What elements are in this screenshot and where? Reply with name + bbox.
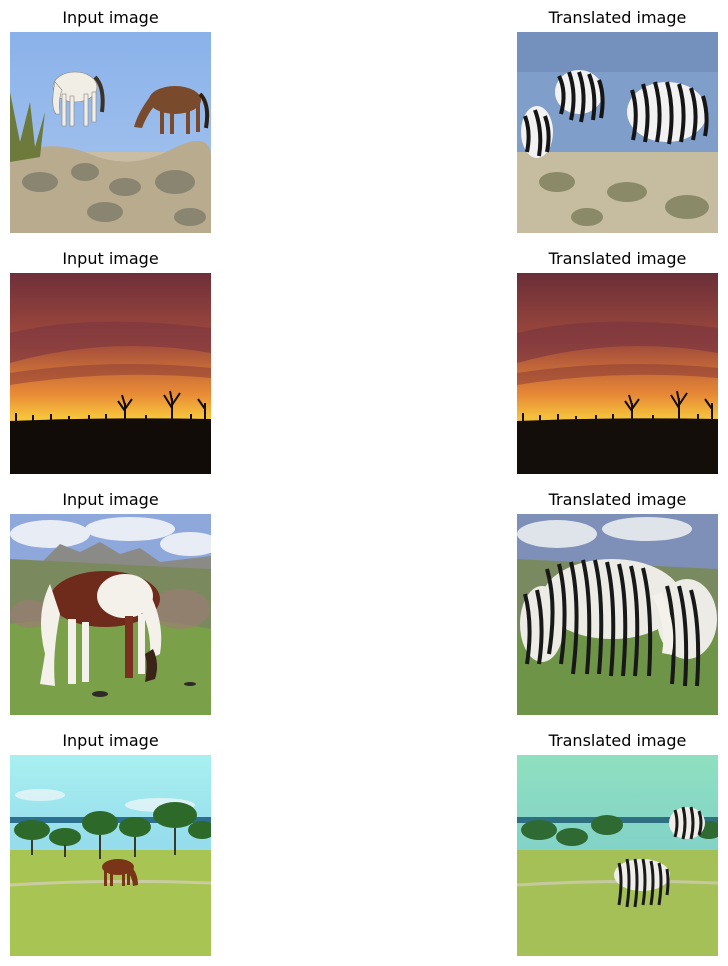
input-image-title-2: Input image: [62, 249, 159, 268]
input-image-title-4: Input image: [62, 731, 159, 750]
translated-image-1: [517, 32, 718, 233]
translated-image-title-1: Translated image: [548, 8, 687, 27]
input-image-2: [10, 273, 211, 474]
translated-image-title-3: Translated image: [548, 490, 687, 509]
input-image-4: [10, 755, 211, 956]
translated-image-4: [517, 755, 718, 956]
input-image-1: [10, 32, 211, 233]
translated-image-2: [517, 273, 718, 474]
input-image-title-3: Input image: [62, 490, 159, 509]
input-image-title-1: Input image: [62, 8, 159, 27]
translated-image-3: [517, 514, 718, 715]
translated-image-title-4: Translated image: [548, 731, 687, 750]
input-image-3: [10, 514, 211, 715]
translated-image-title-2: Translated image: [548, 249, 687, 268]
